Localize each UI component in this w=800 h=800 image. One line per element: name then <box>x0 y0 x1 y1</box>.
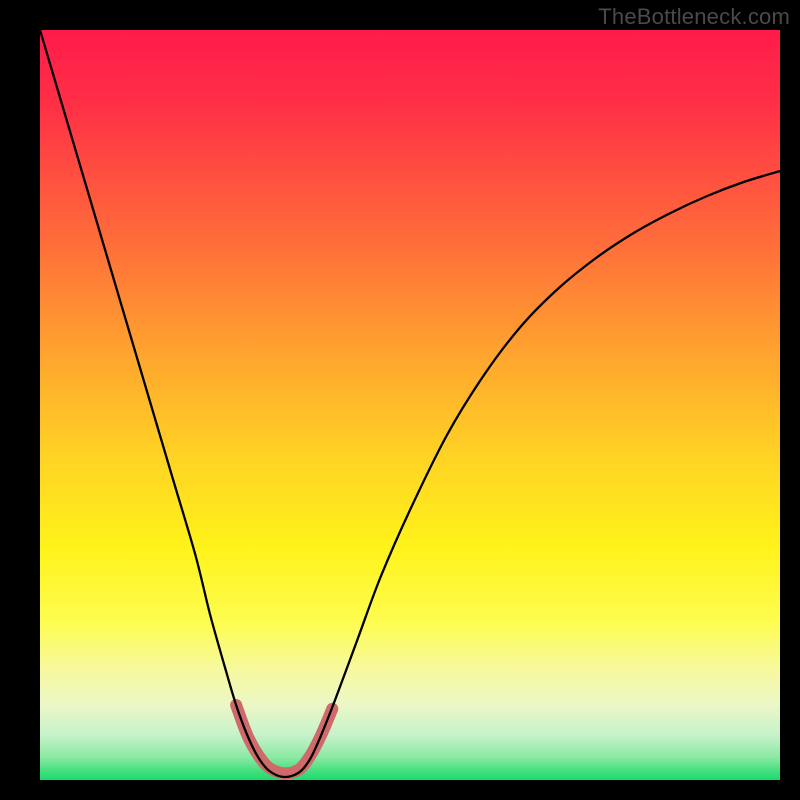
chart-gradient-bg <box>40 30 780 780</box>
chart-svg <box>40 30 780 780</box>
bottleneck-curve-path <box>40 30 780 777</box>
watermark-text: TheBottleneck.com <box>598 4 790 30</box>
chart-outer-frame: TheBottleneck.com <box>0 0 800 800</box>
plot-area <box>40 30 780 780</box>
trough-highlight-path <box>236 705 332 773</box>
